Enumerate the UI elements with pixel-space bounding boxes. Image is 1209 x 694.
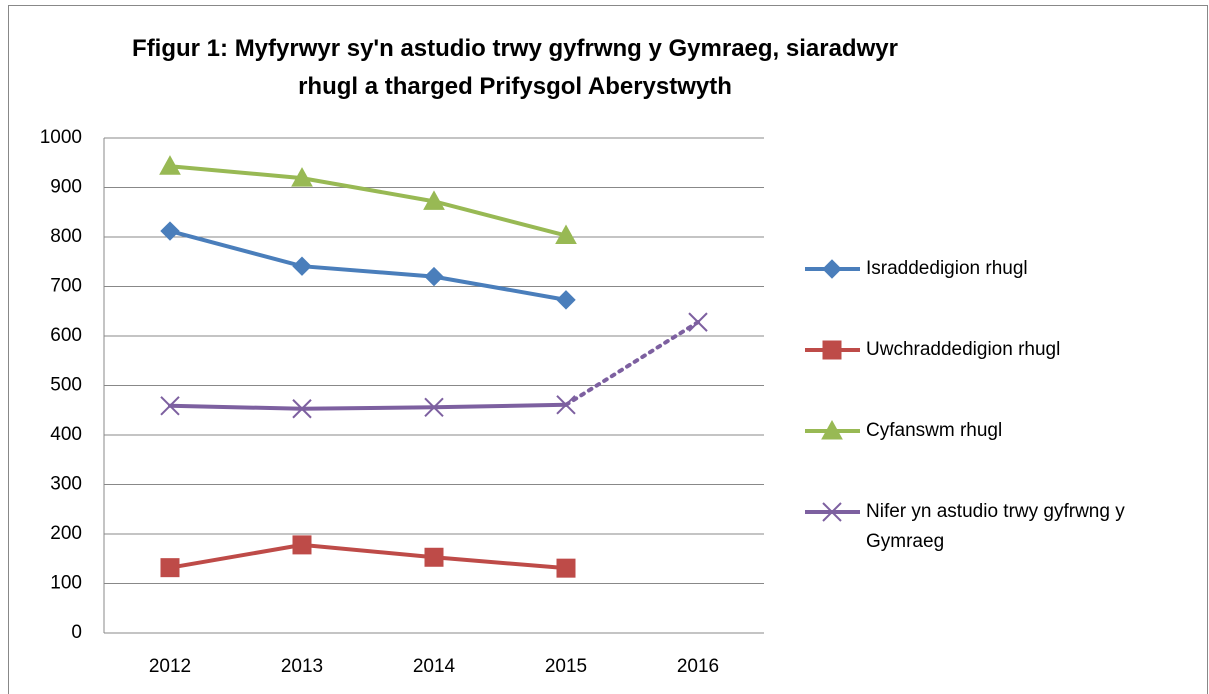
- legend-label: Uwchraddedigion rhugl: [866, 339, 1061, 360]
- y-tick-label: 800: [50, 226, 82, 247]
- line: [168, 164, 568, 238]
- y-tick-label: 600: [50, 325, 82, 346]
- marker: [424, 397, 444, 417]
- y-tick-label: 400: [50, 424, 82, 445]
- x-tick-label: 2015: [545, 656, 587, 677]
- y-tick-label: 900: [50, 177, 82, 198]
- line-projection: [564, 320, 700, 407]
- x-tick-label: 2016: [677, 656, 719, 677]
- marker: [291, 167, 313, 187]
- y-tick-label: 0: [71, 622, 82, 643]
- marker: [424, 547, 444, 567]
- marker: [423, 190, 445, 210]
- marker: [292, 399, 312, 419]
- y-tick-label: 300: [50, 474, 82, 495]
- x-tick-label: 2014: [413, 656, 456, 677]
- y-tick-label: 100: [50, 573, 82, 594]
- marker: [160, 221, 180, 241]
- x-tick-label: 2013: [281, 656, 323, 677]
- y-tick-label: 1000: [40, 127, 82, 148]
- marker: [556, 290, 576, 310]
- legend-label: Israddedigion rhugl: [866, 258, 1028, 279]
- marker: [822, 259, 842, 279]
- line: [168, 402, 568, 411]
- legend-label: Cyfanswm rhugl: [866, 420, 1003, 441]
- marker: [822, 502, 842, 522]
- marker: [160, 558, 180, 578]
- marker: [292, 535, 312, 555]
- marker: [688, 312, 708, 332]
- y-tick-label: 500: [50, 375, 82, 396]
- legend-label: Nifer yn astudio trwy gyfrwng y Gymraeg: [866, 501, 1125, 552]
- marker: [821, 419, 843, 440]
- chart-title: Ffigur 1: Myfyrwyr sy'n astudio trwy gyf…: [132, 35, 898, 100]
- marker: [292, 256, 312, 276]
- marker: [160, 396, 180, 416]
- marker: [555, 224, 577, 245]
- x-tick-label: 2012: [149, 656, 191, 677]
- marker: [556, 558, 576, 578]
- chart-border: [8, 5, 1208, 694]
- marker: [822, 340, 842, 360]
- line: [168, 229, 568, 302]
- marker: [424, 266, 444, 287]
- marker: [556, 395, 576, 415]
- line: [168, 542, 568, 571]
- y-tick-label: 200: [50, 523, 82, 544]
- y-tick-label: 700: [50, 276, 82, 297]
- marker: [159, 155, 181, 175]
